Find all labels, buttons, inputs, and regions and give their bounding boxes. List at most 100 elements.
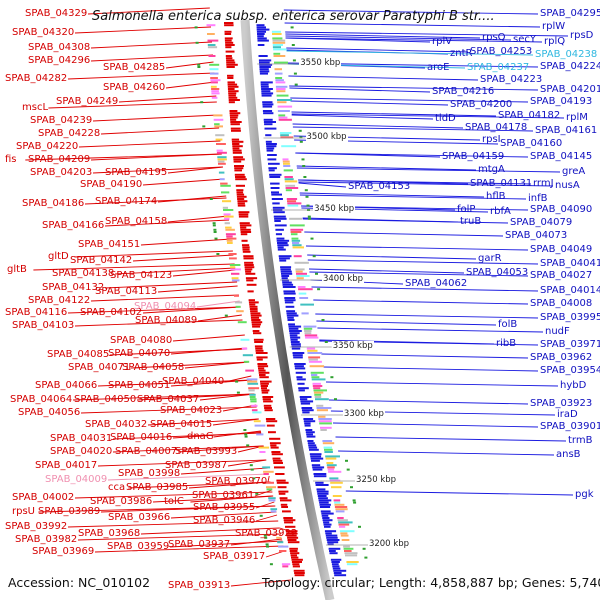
gene-label-right: SPAB_03901 [540,421,600,432]
gene-label-left: SPAB_04009 [45,474,108,485]
gene-label-left: SPAB_04070 [108,348,171,359]
gene-label-left: tolC [164,496,184,507]
gene-label-right: SPAB_04193 [530,96,593,107]
gene-label-right: mtgA [478,164,505,175]
gene-label-left: dnaG [187,431,214,442]
gene-label-right: SPAB_04201 [540,84,600,95]
gene-label-left: SPAB_04209 [28,154,91,165]
gene-label-right: SPAB_04237 [467,62,530,73]
gene-label-left: SPAB_04058 [122,362,185,373]
gene-label-left: SPAB_03955 [193,502,256,513]
gene-label-right: SPAB_04200 [450,99,513,110]
gene-label-left: SPAB_03961 [192,490,255,501]
kbp-label: 3450 kbp [313,204,356,214]
gene-label-right: SPAB_04153 [348,181,411,192]
genome-title: Salmonella enterica subsp. enterica sero… [92,9,495,24]
gene-label-left: SPAB_04116 [5,307,68,318]
gene-label-right: SPAB_03923 [530,398,593,409]
gene-label-right: SPAB_03971 [540,339,600,350]
gene-label-left: SPAB_04166 [42,220,105,231]
gene-label-right: SPAB_03962 [530,352,593,363]
gene-label-left: SPAB_04040 [162,376,225,387]
gene-label-right: nusA [555,180,580,191]
left-label-lines [25,7,299,587]
gene-label-left: SPAB_03986 [90,496,153,507]
gene-label-left: SPAB_04123 [110,270,173,281]
gene-label-left: SPAB_03987 [165,460,228,471]
gene-label-left: SPAB_03989 [38,506,101,517]
gene-label-left: SPAB_03985 [126,482,189,493]
gene-label-left: SPAB_04031 [50,433,113,444]
gene-label-right: SPAB_04090 [530,204,593,215]
gene-label-left: SPAB_03959 [107,541,170,552]
genome-info-text: Topology: circular; Length: 4,858,887 bp… [262,575,600,590]
gene-label-right: SPAB_04178 [465,122,528,133]
gene-label-left: mscL [22,102,49,113]
gene-label-left: gltB [7,264,27,275]
gene-label-left: SPAB_04023 [160,405,223,416]
gene-label-right: rplW [542,21,566,32]
gene-label-left: SPAB_04151 [78,239,141,250]
gene-label-right: rpsQ [482,32,506,43]
gene-label-left: SPAB_03982 [15,534,78,545]
gene-label-right: SPAB_03954 [540,365,600,376]
gene-label-left: SPAB_04329 [25,8,88,19]
gene-label-right: SPAB_04073 [505,230,568,241]
gene-label-left: SPAB_04228 [38,128,101,139]
gene-label-left: SPAB_04085 [47,349,110,360]
feature-tracks [194,22,368,577]
gene-label-left: SPAB_03966 [108,512,171,523]
gene-label-left: SPAB_04190 [80,179,143,190]
gene-label-left: SPAB_04186 [22,198,85,209]
gene-label-right: ansB [556,449,581,460]
gene-label-left: SPAB_04066 [35,380,98,391]
gene-label-left: SPAB_04080 [110,335,173,346]
gene-label-left: SPAB_04051 [108,380,171,391]
gene-label-right: SPAB_04238 [535,49,598,60]
gene-label-left: SPAB_04102 [80,307,143,318]
gene-label-left: SPAB_04296 [28,55,91,66]
gene-label-right: hflB [486,191,506,202]
gene-label-left: SPAB_04015 [150,419,213,430]
gene-label-left: SPAB_04071 [68,362,131,373]
gene-label-right: SPAB_04041 [540,258,600,269]
gene-label-right: pgk [575,489,594,500]
gene-label-left: SPAB_04056 [18,407,81,418]
gene-label-left: SPAB_03993 [175,446,238,457]
gene-label-right: tldD [435,113,456,124]
gene-label-right: SPAB_04160 [500,138,563,149]
gene-label-right: SPAB_04182 [498,110,561,121]
gene-label-right: SPAB_04145 [530,151,593,162]
genome-backbone [240,19,335,600]
gene-label-left: SPAB_04020 [50,446,113,457]
gene-label-left: SPAB_04174 [95,196,158,207]
gene-label-left: SPAB_03913 [168,580,231,591]
gene-label-right: SPAB_04008 [530,298,593,309]
gene-label-right: SPAB_04053 [466,267,529,278]
gene-label-left: SPAB_03937 [168,539,231,550]
gene-label-left: SPAB_04195 [105,167,168,178]
gene-label-left: SPAB_04032 [85,419,148,430]
gene-label-right: rpsD [570,30,594,41]
gene-label-right: SPAB_04062 [405,278,468,289]
gene-label-right: SPAB_03995 [540,312,600,323]
gene-label-right: secY [513,34,536,45]
gene-label-right: truB [460,216,482,227]
gene-label-right: aroE [427,62,450,73]
kbp-label: 3300 kbp [342,409,385,419]
kbp-label: 3500 kbp [305,132,348,142]
gene-label-right: zntR [450,48,473,59]
gene-label-left: SPAB_04138 [52,268,115,279]
gene-label-left: SPAB_04285 [103,62,166,73]
gene-label-left: SPAB_04089 [135,315,198,326]
kbp-ticks [257,63,368,546]
gene-label-right: SPAB_04049 [530,244,593,255]
gene-label-left: SPAB_04017 [35,460,98,471]
gene-label-left: SPAB_04260 [103,82,166,93]
gene-label-right: rplM [566,112,588,123]
gene-label-right: SPAB_04079 [510,217,573,228]
gene-label-left: SPAB_03998 [118,468,181,479]
gene-label-right: hybD [560,380,587,391]
gene-label-left: SPAB_03946 [193,515,256,526]
kbp-label: 3250 kbp [355,475,398,485]
